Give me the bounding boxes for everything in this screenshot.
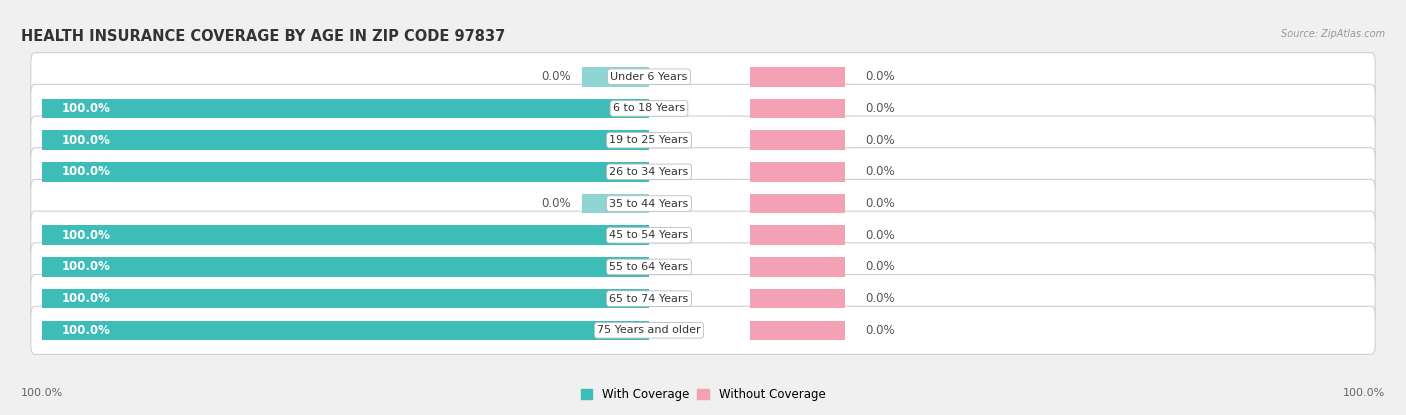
FancyBboxPatch shape bbox=[31, 53, 1375, 101]
FancyBboxPatch shape bbox=[31, 243, 1375, 291]
Bar bbox=[751, 225, 845, 245]
Bar bbox=[42, 257, 650, 277]
Text: 0.0%: 0.0% bbox=[541, 70, 571, 83]
Text: 0.0%: 0.0% bbox=[865, 292, 894, 305]
Text: 65 to 74 Years: 65 to 74 Years bbox=[609, 294, 689, 304]
Text: 0.0%: 0.0% bbox=[541, 197, 571, 210]
Text: 0.0%: 0.0% bbox=[865, 197, 894, 210]
Bar bbox=[751, 67, 845, 87]
FancyBboxPatch shape bbox=[31, 306, 1375, 354]
Bar bbox=[42, 162, 650, 182]
Bar bbox=[42, 225, 650, 245]
Bar bbox=[751, 162, 845, 182]
Text: 100.0%: 100.0% bbox=[62, 261, 111, 273]
FancyBboxPatch shape bbox=[31, 116, 1375, 164]
Text: 100.0%: 100.0% bbox=[62, 324, 111, 337]
Bar bbox=[751, 194, 845, 213]
Text: HEALTH INSURANCE COVERAGE BY AGE IN ZIP CODE 97837: HEALTH INSURANCE COVERAGE BY AGE IN ZIP … bbox=[21, 29, 505, 44]
Text: 100.0%: 100.0% bbox=[1343, 388, 1385, 398]
Text: 100.0%: 100.0% bbox=[62, 292, 111, 305]
Bar bbox=[582, 194, 650, 213]
Bar bbox=[42, 99, 650, 118]
Bar bbox=[751, 257, 845, 277]
Text: 0.0%: 0.0% bbox=[865, 261, 894, 273]
FancyBboxPatch shape bbox=[31, 179, 1375, 228]
Text: 0.0%: 0.0% bbox=[865, 229, 894, 242]
Text: 45 to 54 Years: 45 to 54 Years bbox=[609, 230, 689, 240]
FancyBboxPatch shape bbox=[31, 275, 1375, 323]
Text: 26 to 34 Years: 26 to 34 Years bbox=[609, 167, 689, 177]
Bar bbox=[582, 67, 650, 87]
Bar bbox=[42, 289, 650, 308]
Text: 55 to 64 Years: 55 to 64 Years bbox=[609, 262, 689, 272]
Text: 100.0%: 100.0% bbox=[62, 134, 111, 146]
Text: 0.0%: 0.0% bbox=[865, 165, 894, 178]
Text: 100.0%: 100.0% bbox=[62, 229, 111, 242]
Legend: With Coverage, Without Coverage: With Coverage, Without Coverage bbox=[578, 386, 828, 403]
Text: 0.0%: 0.0% bbox=[865, 324, 894, 337]
Text: 100.0%: 100.0% bbox=[62, 165, 111, 178]
Text: 35 to 44 Years: 35 to 44 Years bbox=[609, 198, 689, 209]
Text: 19 to 25 Years: 19 to 25 Years bbox=[609, 135, 689, 145]
Text: 6 to 18 Years: 6 to 18 Years bbox=[613, 103, 685, 113]
Text: 0.0%: 0.0% bbox=[865, 102, 894, 115]
Text: 100.0%: 100.0% bbox=[62, 102, 111, 115]
Text: Under 6 Years: Under 6 Years bbox=[610, 72, 688, 82]
FancyBboxPatch shape bbox=[31, 148, 1375, 196]
Text: 0.0%: 0.0% bbox=[865, 134, 894, 146]
Text: 75 Years and older: 75 Years and older bbox=[598, 325, 700, 335]
FancyBboxPatch shape bbox=[31, 211, 1375, 259]
Bar bbox=[42, 320, 650, 340]
FancyBboxPatch shape bbox=[31, 84, 1375, 132]
Bar bbox=[751, 320, 845, 340]
Bar bbox=[751, 99, 845, 118]
Text: 0.0%: 0.0% bbox=[865, 70, 894, 83]
Bar bbox=[751, 130, 845, 150]
Bar bbox=[42, 130, 650, 150]
Text: Source: ZipAtlas.com: Source: ZipAtlas.com bbox=[1281, 29, 1385, 39]
Bar bbox=[751, 289, 845, 308]
Text: 100.0%: 100.0% bbox=[21, 388, 63, 398]
